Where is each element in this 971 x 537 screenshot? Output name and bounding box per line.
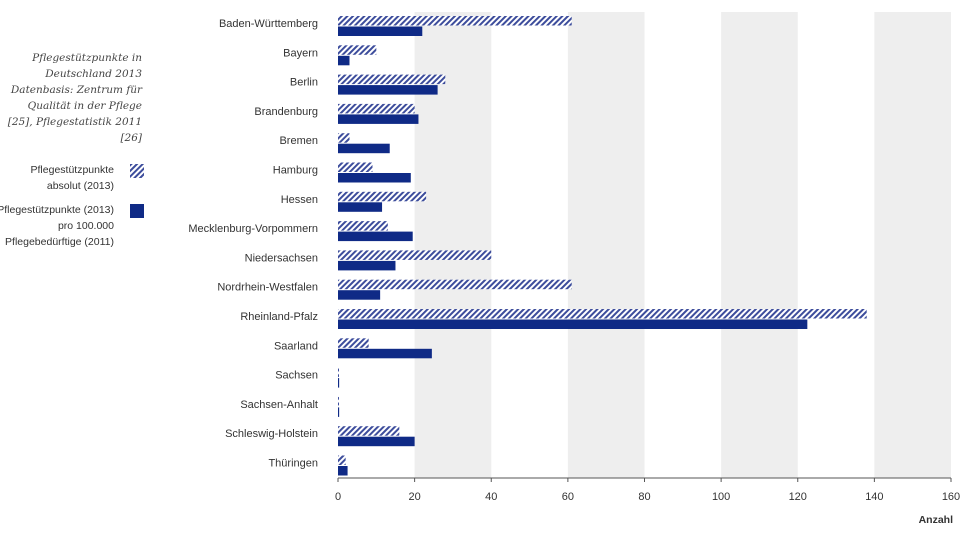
background-band — [874, 12, 951, 478]
legend-swatch-solid — [130, 204, 144, 218]
legend-item-per-100000: Pflegestützpunkte (2013) pro 100.000 Pfl… — [0, 202, 146, 248]
x-tick-label: 120 — [789, 491, 807, 503]
category-label: Sachsen — [275, 370, 318, 382]
bar-absolute — [338, 45, 377, 55]
bar-absolute — [338, 338, 369, 348]
legend-swatch-hatched — [130, 164, 144, 178]
x-tick-label: 60 — [562, 491, 574, 503]
category-label: Rheinland-Pfalz — [240, 311, 318, 323]
bar-per-100000 — [338, 260, 396, 271]
bar-per-100000 — [338, 378, 340, 388]
category-label: Schleswig-Holstein — [225, 428, 318, 440]
chart-caption: Pflegestützpunkte in Deutschland 2013 Da… — [7, 52, 142, 144]
x-tick-label: 0 — [335, 491, 341, 503]
bar-absolute — [338, 221, 388, 231]
bar-absolute — [338, 74, 446, 85]
bar-per-100000 — [338, 466, 348, 476]
bar-absolute — [338, 309, 867, 319]
legend-item-absolute: Pflegestützpunkte absolut (2013) — [4, 162, 146, 196]
legend: Pflegestützpunkte absolut (2013) Pfleges… — [0, 162, 146, 248]
bar-absolute — [338, 103, 415, 114]
bar-per-100000 — [338, 436, 415, 447]
category-label: Hamburg — [273, 165, 318, 177]
bar-per-100000 — [338, 231, 413, 242]
bar-absolute — [338, 279, 572, 290]
category-label: Baden-Württemberg — [219, 18, 318, 30]
bar-absolute — [338, 367, 339, 378]
bar-per-100000 — [338, 202, 383, 212]
bar-absolute — [338, 250, 492, 260]
bar-absolute — [338, 396, 339, 407]
category-label: Bayern — [283, 47, 318, 59]
bar-per-100000 — [338, 85, 438, 95]
x-axis-label: Anzahl — [918, 514, 953, 526]
bar-absolute — [338, 162, 373, 172]
x-tick-label: 20 — [409, 491, 421, 503]
category-label: Nordrhein-Westfalen — [217, 282, 318, 294]
category-label: Mecklenburg-Vorpommern — [188, 223, 318, 235]
bar-per-100000 — [338, 173, 411, 183]
bar-per-100000 — [338, 55, 350, 66]
x-tick-label: 40 — [485, 491, 497, 503]
bar-absolute — [338, 426, 400, 436]
category-label: Niedersachsen — [245, 252, 318, 264]
bar-per-100000 — [338, 114, 419, 124]
bar-per-100000 — [338, 319, 808, 329]
background-band — [567, 12, 645, 478]
category-label: Hessen — [281, 194, 318, 206]
bar-absolute — [338, 455, 346, 465]
background-band — [721, 12, 798, 478]
category-label: Berlin — [290, 77, 318, 89]
x-tick-label: 160 — [942, 491, 960, 503]
bar-per-100000 — [338, 290, 381, 300]
bar-absolute — [338, 191, 427, 202]
x-tick-label: 140 — [865, 491, 883, 503]
category-label: Sachsen-Anhalt — [240, 399, 318, 411]
bar-per-100000 — [338, 26, 423, 36]
category-label: Thüringen — [268, 458, 318, 470]
legend-label-per-100000: Pflegestützpunkte (2013) pro 100.000 Pfl… — [0, 204, 114, 248]
bar-per-100000 — [338, 407, 340, 417]
legend-label-absolute: Pflegestützpunkte absolut (2013) — [30, 164, 114, 192]
category-label: Bremen — [279, 135, 318, 147]
category-label: Brandenburg — [254, 106, 318, 118]
x-tick-label: 100 — [712, 491, 730, 503]
bar-per-100000 — [338, 348, 432, 359]
bar-absolute — [338, 16, 572, 26]
category-label: Saarland — [274, 340, 318, 352]
x-tick-label: 80 — [638, 491, 650, 503]
bar-per-100000 — [338, 143, 390, 154]
bar-absolute — [338, 133, 350, 143]
